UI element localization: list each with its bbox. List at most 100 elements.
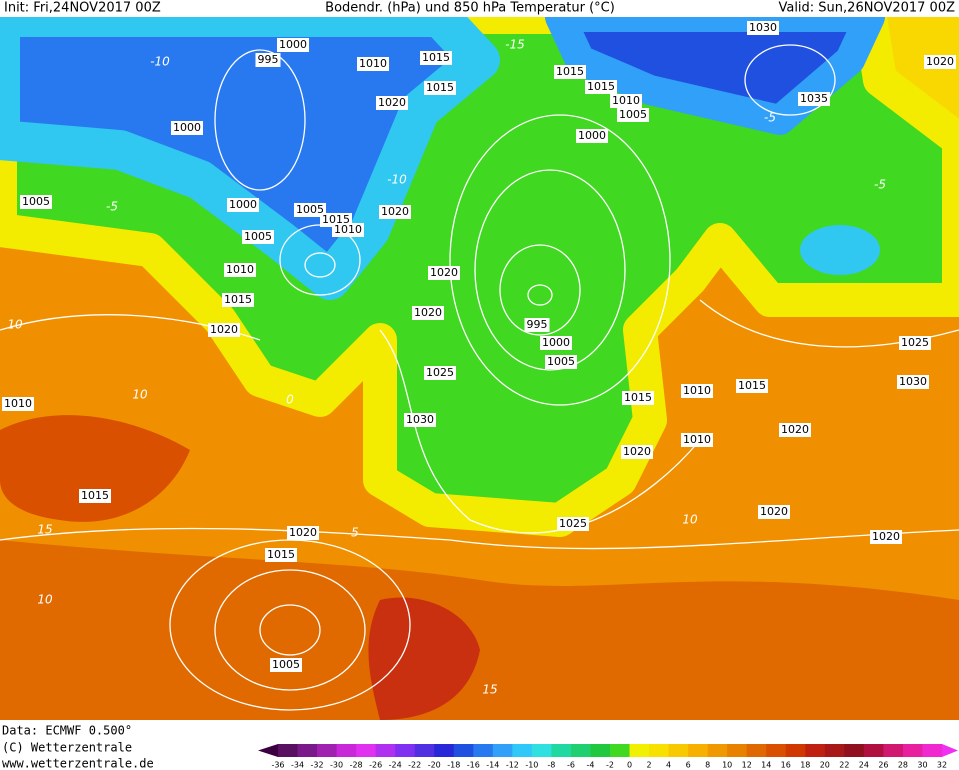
label-box: [277, 38, 309, 52]
isobar-value: 1005: [547, 355, 575, 368]
temperature-label: -15: [505, 38, 525, 52]
warm-zone: [0, 415, 190, 522]
label-box: [424, 366, 456, 380]
label-box: [428, 266, 460, 280]
isobar-value: 995: [258, 53, 279, 66]
scale-label: -6: [567, 761, 575, 770]
scale-label: 10: [722, 761, 732, 770]
label-box: [424, 81, 456, 95]
temperature-label: 10: [37, 593, 53, 607]
scale-box: [727, 744, 748, 757]
scale-box: [297, 744, 318, 757]
isobar-value: 1000: [279, 38, 307, 51]
isobars: [0, 44, 959, 711]
scale-arrow-left: [258, 744, 278, 757]
isobar-label: 1030: [897, 375, 929, 389]
scale-box: [824, 744, 845, 757]
isobar-value: 1030: [406, 413, 434, 426]
scale-label: -22: [408, 761, 421, 770]
isobar-value: 1010: [359, 57, 387, 70]
isobar-label: 995: [524, 318, 550, 332]
isobar-label: 1020: [376, 96, 408, 110]
isobar-label: 1020: [379, 205, 411, 219]
label-box: [524, 318, 550, 332]
data-source: Data: ECMWF 0.500°: [2, 724, 132, 738]
scale-box: [629, 744, 650, 757]
isobar-label: 1025: [557, 517, 589, 531]
label-box: [585, 80, 617, 94]
isobar-value: 1030: [749, 21, 777, 34]
label-box: [171, 121, 203, 135]
temperature-label: -10: [387, 173, 407, 187]
label-box: [899, 336, 931, 350]
scale-label: 4: [666, 761, 671, 770]
scale-box: [570, 744, 591, 757]
isobar-label: 1020: [924, 55, 956, 69]
temperature-label: 5: [351, 526, 359, 540]
isobar-label: 1030: [404, 413, 436, 427]
scale-label: 16: [781, 761, 791, 770]
map-title: Bodendr. (hPa) und 850 hPa Temperatur (°…: [325, 1, 615, 16]
label-box: [227, 198, 259, 212]
scale-box: [766, 744, 787, 757]
isobar-label: 1015: [222, 293, 254, 307]
isobar-label: 1020: [758, 505, 790, 519]
cold-zone: [0, 17, 500, 300]
scale-box: [473, 744, 494, 757]
website: www.wetterzentrale.de: [2, 757, 154, 770]
isobar-value: 1000: [578, 129, 606, 142]
scale-box: [863, 744, 884, 757]
isobar-value: 1010: [4, 397, 32, 410]
valid-time: Valid: Sun,26NOV2017 00Z: [778, 1, 955, 16]
isobar-label: 1015: [554, 65, 586, 79]
isobar-value: 1005: [619, 108, 647, 121]
isobar-label: 1020: [779, 423, 811, 437]
scale-label: 12: [742, 761, 752, 770]
scale-box: [453, 744, 474, 757]
temperature-label: -5: [874, 178, 886, 192]
isobar-value: 1015: [422, 51, 450, 64]
label-box: [255, 53, 281, 67]
label-box: [2, 397, 34, 411]
scale-box: [668, 744, 689, 757]
label-box: [224, 263, 256, 277]
isobar-label: 1020: [412, 306, 444, 320]
isobar-label: 1005: [294, 203, 326, 217]
label-box: [621, 445, 653, 459]
scale-label: -24: [389, 761, 402, 770]
scale-label: 18: [800, 761, 810, 770]
isobar-value: 1015: [267, 548, 295, 561]
label-box: [379, 205, 411, 219]
temperature-label: -5: [764, 111, 776, 125]
scale-label: -36: [271, 761, 284, 770]
scale-label: -2: [606, 761, 614, 770]
isobar-value: 1030: [899, 375, 927, 388]
label-box: [357, 57, 389, 71]
temperature-label: 15: [482, 683, 497, 697]
scale-label: 8: [705, 761, 710, 770]
isobar-label: 1005: [270, 658, 302, 672]
scale-label: -30: [330, 761, 343, 770]
isobar-value: 1020: [430, 266, 458, 279]
label-box: [747, 21, 779, 35]
label-box: [420, 51, 452, 65]
scale-label: 30: [917, 761, 927, 770]
isobar-label: 1010: [332, 223, 364, 237]
label-box: [376, 96, 408, 110]
isobar-value: 1020: [414, 306, 442, 319]
label-box: [681, 384, 713, 398]
isobar-value: 1000: [229, 198, 257, 211]
temperature-label: -10: [150, 55, 170, 69]
label-box: [270, 658, 302, 672]
isobar-value: 1010: [612, 94, 640, 107]
isobar-value: 1015: [556, 65, 584, 78]
isobar-label: 1000: [576, 129, 608, 143]
isobar-label: 1015: [424, 81, 456, 95]
isobar-value: 1025: [426, 366, 454, 379]
scale-box: [785, 744, 806, 757]
scale-box: [805, 744, 826, 757]
scale-label: -14: [486, 761, 499, 770]
label-box: [20, 195, 52, 209]
scale-box: [512, 744, 533, 757]
